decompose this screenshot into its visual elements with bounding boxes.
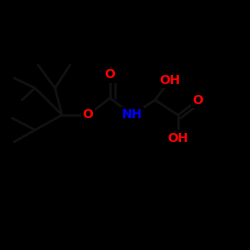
- Text: OH: OH: [160, 74, 180, 86]
- Text: OH: OH: [168, 132, 188, 144]
- Text: O: O: [193, 94, 203, 106]
- Text: NH: NH: [122, 108, 142, 122]
- Text: O: O: [83, 108, 93, 122]
- Text: O: O: [105, 68, 115, 82]
